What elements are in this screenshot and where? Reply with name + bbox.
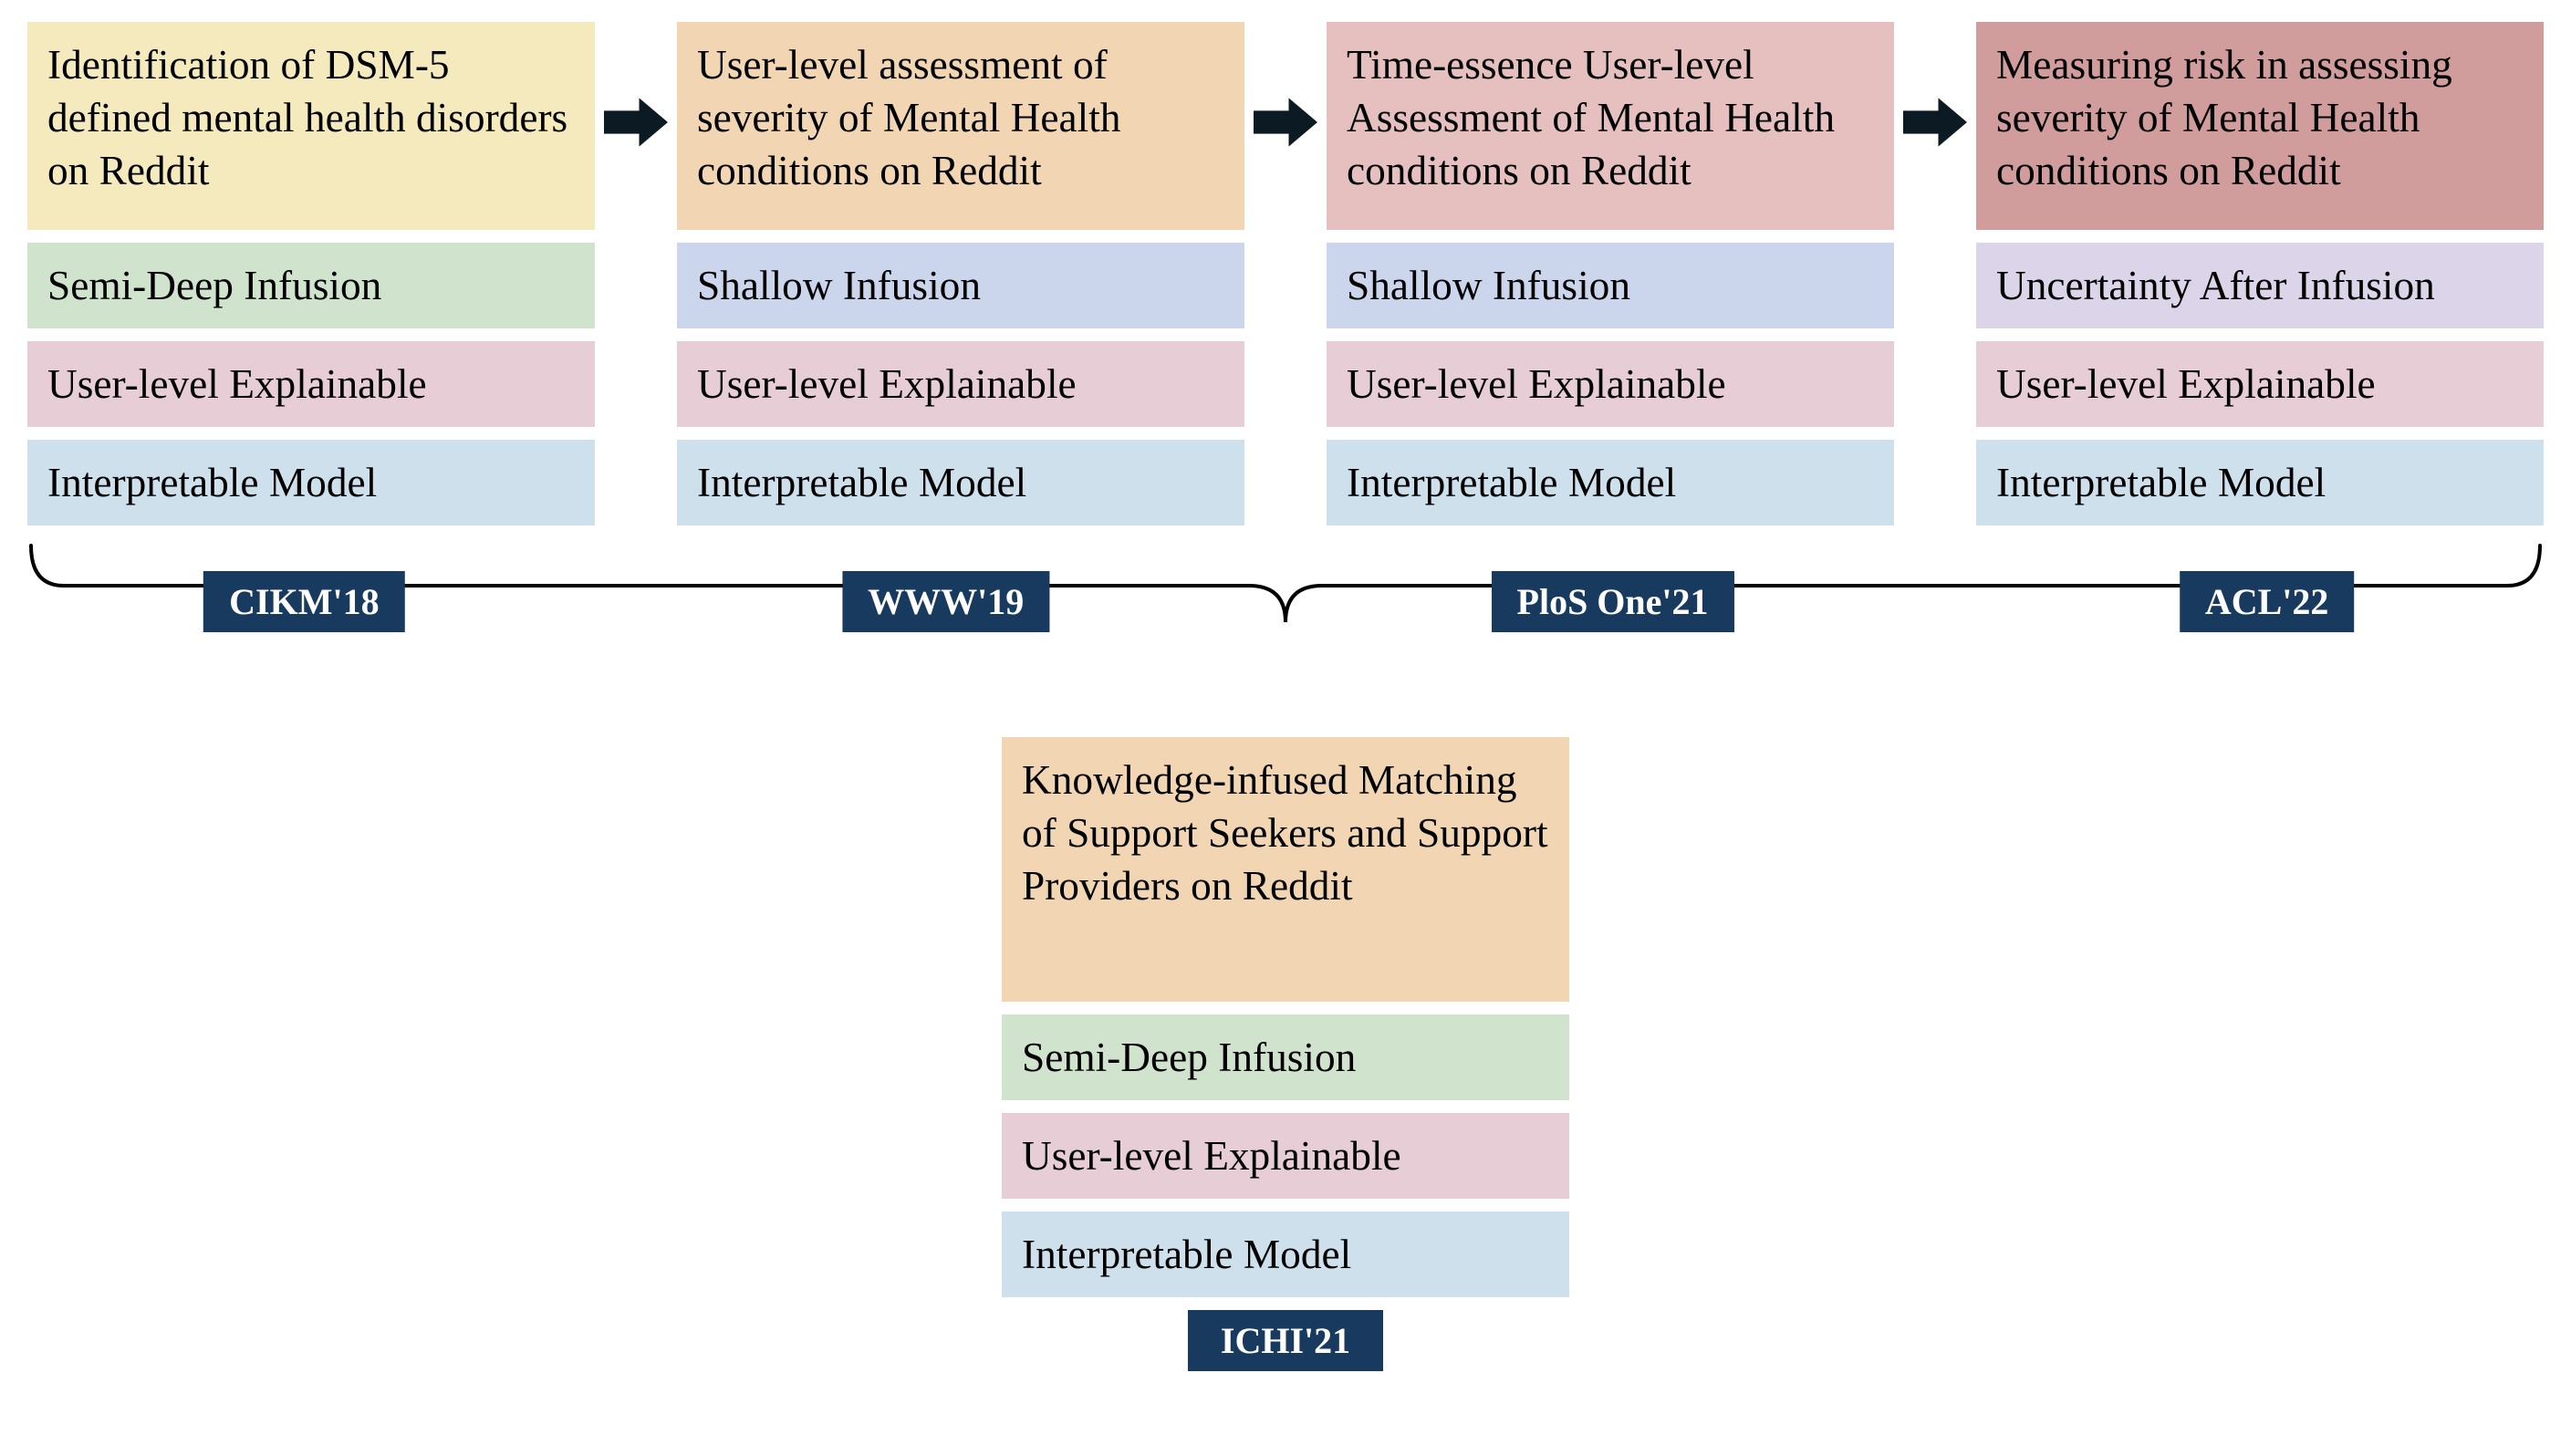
col0-title: Identification of DSM-5 defined mental h… — [27, 22, 595, 230]
bottom-column: Knowledge-infused Matching of Support Se… — [1002, 737, 1569, 1371]
col3-title: Measuring risk in assessing severity of … — [1976, 22, 2544, 230]
bottom-tag-0: Semi-Deep Infusion — [1002, 1014, 1569, 1100]
col2-title: Time-essence User-level Assessment of Me… — [1327, 22, 1894, 230]
column-2: Time-essence User-level Assessment of Me… — [1327, 22, 1894, 525]
col2-tag-1: User-level Explainable — [1327, 341, 1894, 427]
venues-brace-row: CIKM'18 WWW'19 PloS One'21 ACL'22 — [27, 542, 2544, 624]
arrow-0 — [604, 22, 668, 525]
arrow-right-icon — [604, 86, 668, 159]
bottom-tag-2: Interpretable Model — [1002, 1212, 1569, 1297]
col1-tag-2: Interpretable Model — [677, 440, 1244, 525]
arrow-right-icon — [1903, 86, 1967, 159]
col3-tag-2: Interpretable Model — [1976, 440, 2544, 525]
curly-brace-icon — [27, 542, 2544, 624]
top-row: Identification of DSM-5 defined mental h… — [0, 0, 2571, 525]
col1-tag-0: Shallow Infusion — [677, 243, 1244, 328]
arrow-right-icon — [1254, 86, 1317, 159]
col0-tag-2: Interpretable Model — [27, 440, 595, 525]
col1-title: User-level assessment of severity of Men… — [677, 22, 1244, 230]
bottom-title: Knowledge-infused Matching of Support Se… — [1002, 737, 1569, 1002]
venue-badge-1: WWW'19 — [842, 571, 1049, 632]
arrow-2 — [1903, 22, 1967, 525]
col3-tag-1: User-level Explainable — [1976, 341, 2544, 427]
venue-badge-bottom: ICHI'21 — [1188, 1310, 1383, 1371]
col3-tag-0: Uncertainty After Infusion — [1976, 243, 2544, 328]
col0-tag-0: Semi-Deep Infusion — [27, 243, 595, 328]
column-0: Identification of DSM-5 defined mental h… — [27, 22, 595, 525]
venue-badge-0: CIKM'18 — [203, 571, 404, 632]
venue-badge-2: PloS One'21 — [1492, 571, 1734, 632]
col0-tag-1: User-level Explainable — [27, 341, 595, 427]
bottom-tag-1: User-level Explainable — [1002, 1113, 1569, 1199]
col2-tag-2: Interpretable Model — [1327, 440, 1894, 525]
col2-tag-0: Shallow Infusion — [1327, 243, 1894, 328]
column-3: Measuring risk in assessing severity of … — [1976, 22, 2544, 525]
column-1: User-level assessment of severity of Men… — [677, 22, 1244, 525]
venue-badge-3: ACL'22 — [2180, 571, 2355, 632]
col1-tag-1: User-level Explainable — [677, 341, 1244, 427]
arrow-1 — [1254, 22, 1317, 525]
